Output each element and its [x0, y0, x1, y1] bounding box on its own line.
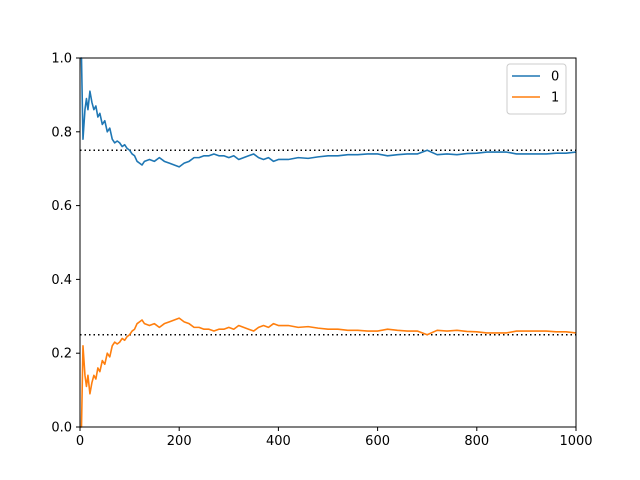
x-tick-label: 1000 — [559, 434, 592, 449]
legend-label-1: 1 — [551, 91, 559, 106]
y-tick-label: 0.8 — [51, 125, 72, 140]
series-line-1 — [80, 317, 577, 428]
x-tick-label: 0 — [76, 434, 84, 449]
x-tick-label: 200 — [167, 434, 192, 449]
y-tick-label: 0.6 — [51, 199, 72, 214]
x-tick-label: 400 — [266, 434, 291, 449]
x-axis-ticks: 0 200 400 600 800 1000 — [76, 427, 593, 449]
y-tick-label: 0.0 — [51, 421, 72, 436]
reference-lines — [80, 149, 576, 336]
series-lines — [80, 57, 577, 428]
plot-area-frame — [79, 57, 577, 428]
y-tick-label: 1.0 — [51, 52, 72, 67]
y-tick-label: 0.4 — [51, 273, 72, 288]
legend: 01 — [506, 63, 567, 115]
y-axis-ticks: 0.0 0.2 0.4 0.6 0.8 1.0 — [51, 52, 80, 436]
series-line-0 — [80, 57, 577, 168]
x-tick-label: 600 — [365, 434, 390, 449]
y-tick-label: 0.2 — [51, 347, 72, 362]
x-tick-label: 800 — [464, 434, 489, 449]
legend-label-0: 0 — [551, 70, 559, 85]
